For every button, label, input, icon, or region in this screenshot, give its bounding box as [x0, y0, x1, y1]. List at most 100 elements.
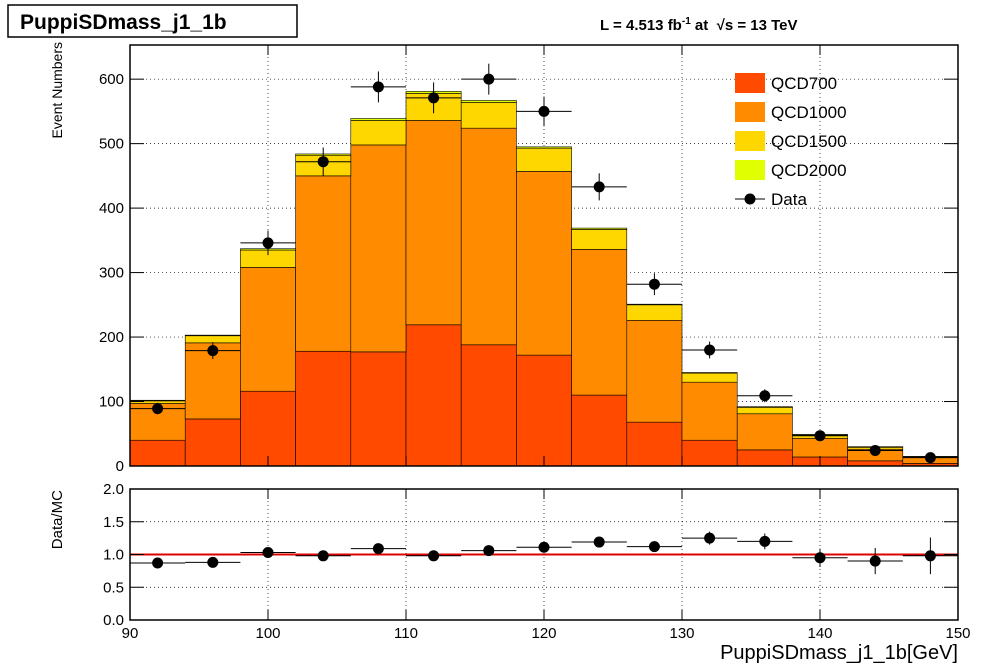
stack-bar [736, 407, 793, 415]
stack-bar [129, 399, 186, 402]
data-point [648, 278, 660, 290]
plot-frame [129, 44, 959, 467]
data-point [593, 181, 605, 193]
data-point [704, 532, 716, 544]
y-tick-label: 1.5 [103, 514, 124, 531]
y-tick-label: 200 [99, 329, 124, 346]
data-point [924, 550, 936, 562]
lumi-text: L = 4.513 fb-1 at √s = 13 TeV [600, 16, 798, 34]
stack-bar [129, 439, 186, 467]
legend-label: QCD2000 [771, 161, 847, 180]
data-point [704, 344, 716, 356]
stack-bar [184, 335, 241, 344]
data-point [428, 550, 440, 562]
stack-bar [571, 249, 628, 396]
x-tick-label: 120 [531, 625, 556, 642]
legend-label: QCD700 [771, 74, 837, 93]
data-point [648, 541, 660, 553]
stack-bar [736, 413, 793, 451]
data-point [372, 543, 384, 555]
stack-bar [681, 381, 738, 441]
y-tick-label: 600 [99, 71, 124, 88]
legend-swatch [735, 102, 765, 122]
ratio-y-axis-label: Data/MC [49, 490, 66, 549]
stack-bar [571, 227, 628, 230]
legend-swatch [735, 131, 765, 151]
x-tick-label: 100 [255, 625, 280, 642]
stack-bar [460, 344, 517, 467]
data-point [759, 390, 771, 402]
data-point [317, 156, 329, 168]
stack-bar [626, 303, 683, 306]
data-point [207, 556, 219, 568]
data-point [814, 552, 826, 564]
x-tick-label: 90 [122, 625, 139, 642]
stack-bar [184, 334, 241, 337]
data-point [317, 550, 329, 562]
data-point [428, 92, 440, 104]
data-point [262, 237, 274, 249]
plot-frame [129, 488, 959, 621]
stack-bar [681, 439, 738, 467]
stack-bar [516, 147, 572, 172]
y-tick-label: 2.0 [103, 481, 124, 498]
y-tick-label: 0 [116, 458, 124, 475]
stack-bar [460, 127, 517, 346]
stack-bar [184, 418, 241, 467]
stack-bar [350, 120, 407, 146]
stack-bar [295, 175, 352, 352]
stack-bar [847, 460, 904, 467]
stack-bar [516, 354, 572, 467]
data-point [152, 403, 164, 415]
lumi-suffix: at √s = 13 TeV [691, 17, 798, 34]
title-box [7, 4, 298, 38]
data-point [483, 545, 495, 557]
stack-bar [736, 449, 793, 467]
stack-bar [295, 350, 352, 467]
stack-bar [240, 390, 296, 467]
lumi-prefix: L = 4.513 fb [600, 17, 682, 34]
stack-bar [350, 144, 407, 353]
x-tick-label: 130 [669, 625, 694, 642]
lumi-superscript: -1 [682, 16, 691, 27]
stack-bar [571, 229, 628, 250]
x-tick-label: 150 [945, 625, 970, 642]
stack-bar [405, 324, 462, 467]
stack-bar [516, 171, 572, 356]
stack-bar [736, 406, 793, 408]
stack-bar [350, 118, 407, 121]
stack-bar [516, 146, 572, 149]
y-tick-label: 1.0 [103, 547, 124, 564]
data-point [869, 555, 881, 567]
data-point [869, 445, 881, 457]
legend-swatch [735, 73, 765, 93]
stack-bar [681, 372, 738, 383]
data-point [593, 536, 605, 548]
data-point [924, 452, 936, 464]
data-point [814, 430, 826, 442]
legend-marker [744, 193, 756, 205]
data-point [262, 547, 274, 559]
x-tick-label: 140 [807, 625, 832, 642]
stack-bar [681, 372, 738, 374]
legend-label: Data [771, 190, 807, 209]
stack-bar [350, 351, 407, 467]
y-tick-label: 0.0 [103, 612, 124, 629]
stack-bar [626, 319, 683, 423]
chart-title: PuppiSDmass_j1_1b [20, 11, 227, 34]
y-tick-label: 500 [99, 136, 124, 153]
stack-bar [571, 394, 628, 467]
legend-swatch [735, 160, 765, 180]
y-tick-label: 400 [99, 200, 124, 217]
stack-bar [460, 102, 517, 129]
stack-bar [626, 304, 683, 321]
y-tick-label: 100 [99, 394, 124, 411]
y-tick-label: 300 [99, 265, 124, 282]
data-point [759, 535, 771, 547]
data-point [538, 541, 550, 553]
data-point [207, 345, 219, 357]
y-tick-label: 0.5 [103, 579, 124, 596]
stack-bar [460, 100, 517, 103]
data-point [372, 81, 384, 93]
